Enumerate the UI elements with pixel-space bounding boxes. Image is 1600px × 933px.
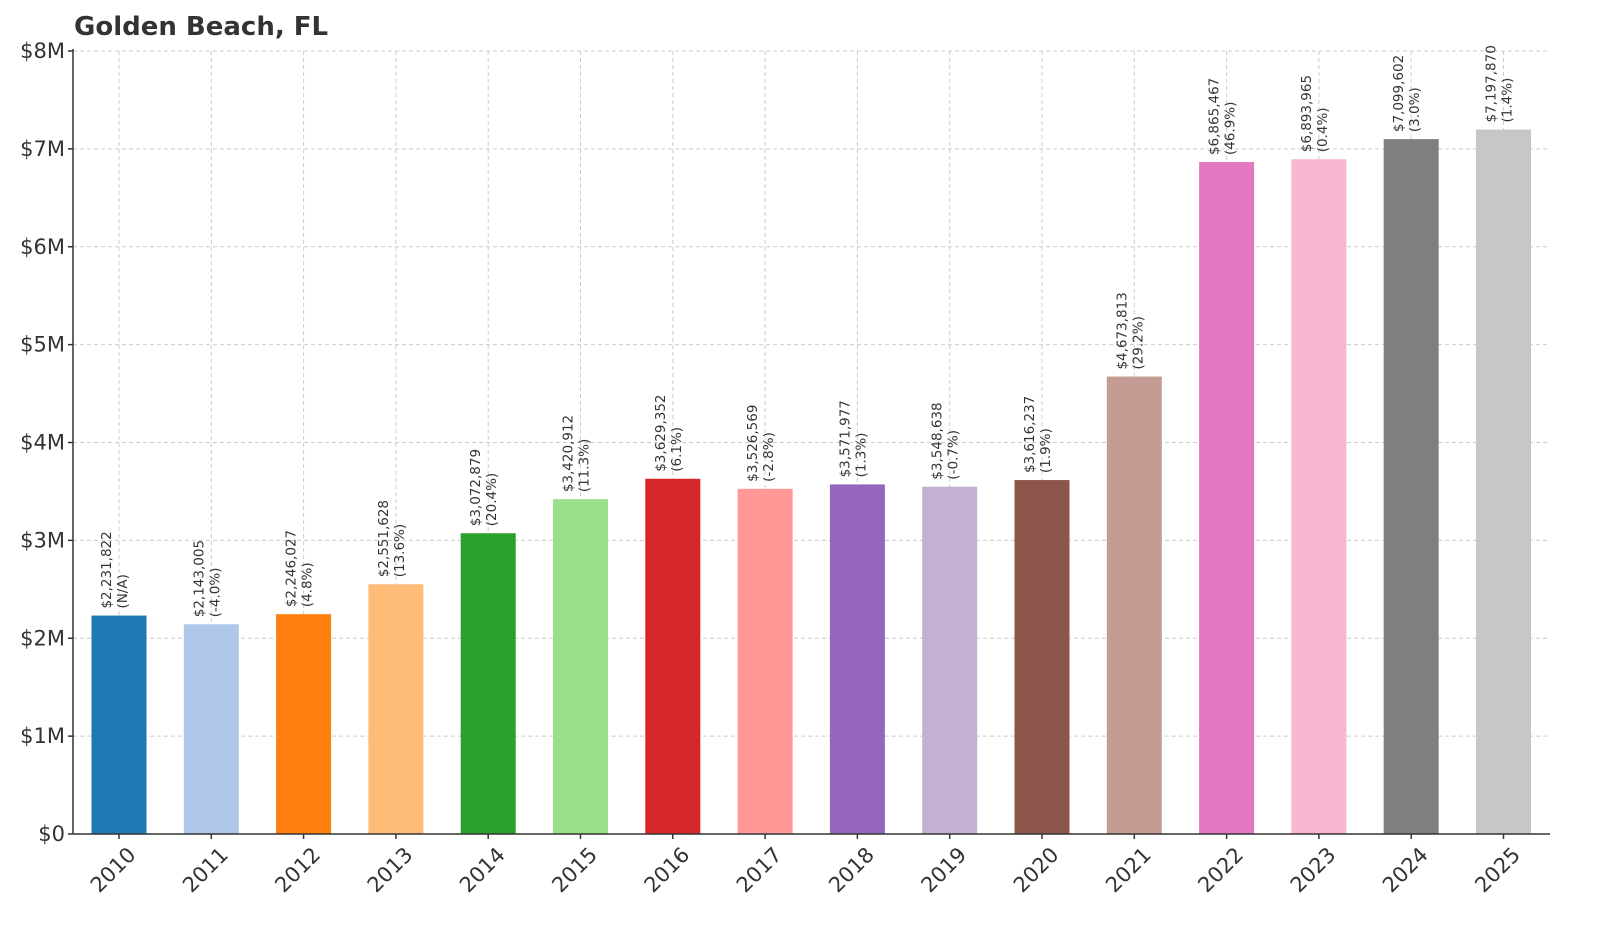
bar-change-label: (-4.0%) — [207, 568, 223, 618]
bar-2017 — [737, 488, 793, 834]
x-axis-ticks: 2010 2011 2012 2013 2014 2015 2016 2017 2018 2019… — [86, 834, 1525, 897]
bar-value-label: $2,551,628 — [376, 500, 392, 577]
x-tick-label: 2024 — [1378, 843, 1433, 898]
bar-2014 — [460, 533, 516, 834]
x-tick-label: 2019 — [916, 843, 971, 898]
x-tick-label: 2021 — [1101, 843, 1156, 898]
y-tick-label: $3M — [20, 528, 65, 552]
bar-value-label: $3,072,879 — [468, 449, 484, 526]
y-tick-label: $1M — [20, 724, 65, 748]
bar-value-label: $6,893,965 — [1299, 75, 1315, 152]
y-tick-label: $2M — [20, 626, 65, 650]
bar-value-label: $2,246,027 — [284, 530, 300, 607]
bar-change-label: (1.4%) — [1500, 78, 1516, 123]
bar-value-label: $7,197,870 — [1484, 45, 1500, 122]
x-tick-label: 2018 — [824, 843, 879, 898]
y-tick-label: $8M — [20, 39, 65, 63]
x-tick-label: 2011 — [178, 843, 233, 898]
bar-change-label: (N/A) — [115, 574, 131, 608]
y-tick-label: $5M — [20, 333, 65, 357]
bar-value-label: $3,571,977 — [837, 400, 853, 477]
bar-value-label: $4,673,813 — [1114, 292, 1130, 369]
y-tick-label: $6M — [20, 235, 65, 259]
bar-value-label: $3,548,638 — [930, 402, 946, 479]
x-tick-label: 2014 — [455, 843, 510, 898]
bar-2020 — [1014, 480, 1070, 834]
x-tick-label: 2013 — [363, 843, 418, 898]
bar-change-label: (6.1%) — [669, 427, 685, 472]
bar-2015 — [553, 499, 608, 834]
bar-value-label: $3,526,569 — [745, 405, 761, 482]
bar-2016 — [645, 478, 701, 834]
bar-change-label: (3.0%) — [1407, 87, 1423, 132]
bar-change-label: (13.6%) — [392, 524, 408, 577]
bar-2010 — [91, 615, 147, 834]
bar-change-label: (20.4%) — [484, 473, 500, 526]
x-tick-label: 2023 — [1286, 843, 1341, 898]
x-tick-label: 2012 — [270, 843, 325, 898]
y-tick-label: $4M — [20, 431, 65, 455]
bar-change-label: (-2.8%) — [761, 432, 777, 482]
bar-value-label: $3,420,912 — [561, 415, 577, 492]
bar-2011 — [183, 624, 239, 834]
chart-title: Golden Beach, FL — [74, 12, 329, 42]
bar-change-label: (4.8%) — [300, 562, 316, 607]
bar-change-label: (11.3%) — [577, 439, 593, 492]
bar-2021 — [1106, 376, 1162, 834]
bar-value-label: $3,616,237 — [1022, 396, 1038, 473]
bar-labels: $2,231,822 (N/A) $2,143,005 (-4.0%) $2,246,0… — [99, 45, 1516, 617]
bar-2019 — [922, 486, 978, 834]
x-tick-label: 2017 — [732, 843, 787, 898]
bar-value-label: $2,231,822 — [99, 531, 115, 608]
bar-2025 — [1476, 129, 1531, 834]
bar-2023 — [1291, 159, 1347, 834]
x-tick-label: 2022 — [1193, 843, 1248, 898]
y-axis-ticks: $0 $1M $2M $3M $4M $5M $6M $7M $8M — [20, 39, 73, 846]
x-tick-label: 2020 — [1009, 843, 1064, 898]
bar-change-label: (46.9%) — [1223, 102, 1239, 155]
x-tick-label: 2016 — [640, 843, 695, 898]
axes — [72, 49, 1550, 835]
bar-change-label: (0.4%) — [1315, 107, 1331, 152]
bar-2013 — [368, 584, 424, 834]
bar-change-label: (1.9%) — [1038, 428, 1054, 473]
bars — [91, 129, 1531, 834]
bar-value-label: $2,143,005 — [191, 540, 207, 617]
x-tick-label: 2025 — [1470, 843, 1525, 898]
bar-2012 — [276, 614, 332, 834]
bar-value-label: $7,099,602 — [1391, 55, 1407, 132]
bar-2018 — [829, 484, 885, 834]
bar-value-label: $3,629,352 — [653, 394, 669, 471]
x-tick-label: 2015 — [547, 843, 602, 898]
bar-change-label: (29.2%) — [1130, 316, 1146, 369]
y-tick-label: $7M — [20, 137, 65, 161]
y-tick-label: $0 — [38, 822, 65, 846]
bar-2024 — [1383, 139, 1439, 834]
bar-value-label: $6,865,467 — [1207, 78, 1223, 155]
bar-change-label: (-0.7%) — [946, 430, 962, 480]
x-tick-label: 2010 — [86, 843, 141, 898]
bar-change-label: (1.3%) — [853, 433, 869, 478]
bar-2022 — [1199, 162, 1255, 834]
